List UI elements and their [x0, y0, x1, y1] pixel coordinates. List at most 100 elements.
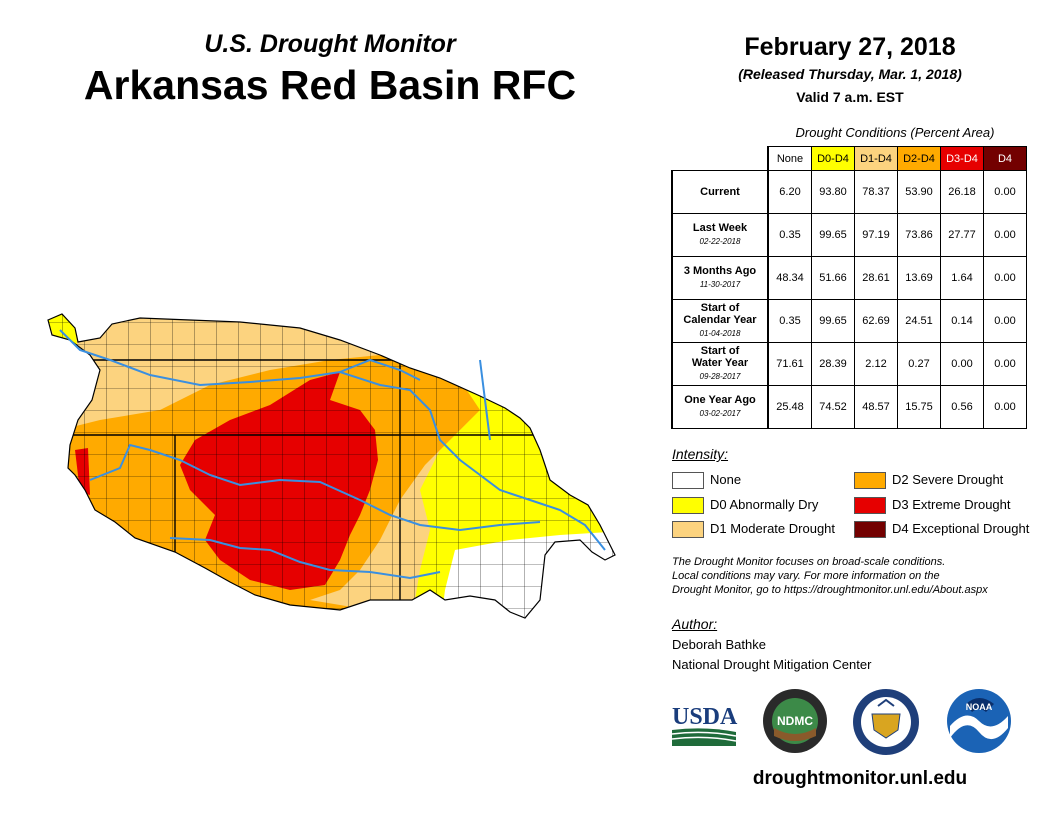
disclaimer-note: The Drought Monitor focuses on broad-sca… [672, 555, 1047, 597]
col-header-d3d4: D3-D4 [940, 146, 984, 171]
table-cell: 48.34 [767, 256, 812, 300]
table-cell: 0.00 [983, 170, 1027, 214]
legend-label: D1 Moderate Drought [710, 521, 836, 536]
author-heading: Author: [672, 616, 718, 632]
table-cell: 26.18 [940, 170, 984, 214]
released-date: (Released Thursday, Mar. 1, 2018) [738, 66, 962, 82]
table-cell: 0.35 [767, 213, 812, 257]
table-cell: 74.52 [811, 385, 855, 429]
table-cell: 28.39 [811, 342, 855, 386]
row-label: Last Week 02-22-2018 [671, 213, 769, 257]
table-cell: 25.48 [767, 385, 812, 429]
row-label: Start of Water Year 09-28-2017 [671, 342, 769, 386]
table-cell: 0.00 [983, 213, 1027, 257]
ndmc-logo-text: NDMC [777, 714, 813, 728]
table-cell: 51.66 [811, 256, 855, 300]
row-date: 11-30-2017 [699, 280, 741, 289]
table-cell: 0.00 [983, 342, 1027, 386]
legend-swatch [854, 497, 886, 514]
table-cell: 0.00 [983, 256, 1027, 300]
doc-seal-logo [853, 689, 919, 755]
legend-label: D3 Extreme Drought [892, 497, 1011, 512]
table-cell: 73.86 [897, 213, 941, 257]
table-header-row: None D0-D4 D1-D4 D2-D4 D3-D4 D4 [672, 146, 1027, 171]
valid-time: Valid 7 a.m. EST [796, 89, 904, 105]
table-cell: 24.51 [897, 299, 941, 343]
red-river [169, 537, 441, 580]
noaa-logo-text: NOAA [966, 702, 993, 712]
rivers [59, 329, 606, 580]
table-cell: 93.80 [811, 170, 855, 214]
canadian-river [89, 443, 541, 532]
ndmc-logo: NDMC [763, 689, 827, 753]
table-cell: 99.65 [811, 213, 855, 257]
legend-title: Intensity: [672, 446, 729, 462]
table-row: Current 6.20 93.80 78.37 53.90 26.18 0.0… [671, 170, 1027, 214]
table-cell: 13.69 [897, 256, 941, 300]
drought-map [47, 313, 616, 619]
row-label: Start of Calendar Year 01-04-2018 [671, 299, 769, 343]
col-header-d2d4: D2-D4 [897, 146, 941, 171]
map-date: February 27, 2018 [744, 33, 956, 61]
table-cell: 0.27 [897, 342, 941, 386]
table-corner [672, 147, 768, 171]
table-cell: 62.69 [854, 299, 898, 343]
arkansas-river [59, 329, 606, 551]
table-cell: 27.77 [940, 213, 984, 257]
drought-conditions-table: None D0-D4 D1-D4 D2-D4 D3-D4 D4 Current … [671, 146, 1027, 429]
table-caption: Drought Conditions (Percent Area) [795, 125, 995, 140]
author-org: National Drought Mitigation Center [672, 657, 872, 672]
table-row: Start of Calendar Year 01-04-2018 0.35 99.… [671, 299, 1027, 343]
table-cell: 53.90 [897, 170, 941, 214]
legend-swatch [854, 521, 886, 538]
state-boundaries [48, 359, 615, 618]
map-subtitle: U.S. Drought Monitor [204, 30, 456, 58]
legend-swatch [672, 472, 704, 489]
note-line: The Drought Monitor focuses on broad-sca… [672, 556, 946, 568]
note-line: Drought Monitor, go to https://droughtmo… [672, 584, 988, 596]
row-label: One Year Ago 03-02-2017 [671, 385, 769, 429]
table-cell: 0.00 [983, 385, 1027, 429]
table-row: Last Week 02-22-2018 0.35 99.65 97.19 73.… [671, 213, 1027, 257]
table-cell: 0.14 [940, 299, 984, 343]
table-cell: 78.37 [854, 170, 898, 214]
table-cell: 28.61 [854, 256, 898, 300]
legend-label: None [710, 472, 742, 487]
basin-outline [47, 313, 616, 619]
usda-logo: USDA [671, 704, 738, 746]
legend-label: D0 Abnormally Dry [710, 497, 819, 512]
table-row: Start of Water Year 09-28-2017 71.61 28.39… [671, 342, 1027, 386]
legend-swatch [854, 472, 886, 489]
row-label: Current [671, 170, 769, 214]
table-cell: 0.56 [940, 385, 984, 429]
table-cell: 99.65 [811, 299, 855, 343]
website-link[interactable]: droughtmonitor.unl.edu [752, 768, 968, 789]
col-header-none: None [767, 146, 812, 171]
row-date: 01-04-2018 [699, 329, 741, 338]
col-header-d0d4: D0-D4 [811, 146, 855, 171]
table-cell: 0.00 [940, 342, 984, 386]
row-date: 03-02-2017 [699, 409, 741, 418]
table-row: One Year Ago 03-02-2017 25.48 74.52 48.57… [671, 385, 1027, 429]
row-date: 02-22-2018 [699, 237, 741, 246]
table-cell: 0.00 [983, 299, 1027, 343]
cimarron-river [339, 358, 421, 381]
legend-label: D2 Severe Drought [892, 472, 1004, 487]
table-cell: 48.57 [854, 385, 898, 429]
note-line: Local conditions may vary. For more info… [672, 570, 940, 582]
table-cell: 71.61 [767, 342, 812, 386]
col-header-d4: D4 [983, 146, 1027, 171]
table-cell: 6.20 [767, 170, 812, 214]
col-header-d1d4: D1-D4 [854, 146, 898, 171]
table-cell: 15.75 [897, 385, 941, 429]
county-lines [48, 314, 615, 618]
neosho-river [479, 359, 491, 441]
table-cell: 2.12 [854, 342, 898, 386]
table-cell: 0.35 [767, 299, 812, 343]
legend-swatch [672, 521, 704, 538]
noaa-logo: NOAA [947, 689, 1011, 753]
table-cell: 97.19 [854, 213, 898, 257]
author-name: Deborah Bathke [672, 637, 766, 652]
legend-swatch [672, 497, 704, 514]
row-label: 3 Months Ago 11-30-2017 [671, 256, 769, 300]
